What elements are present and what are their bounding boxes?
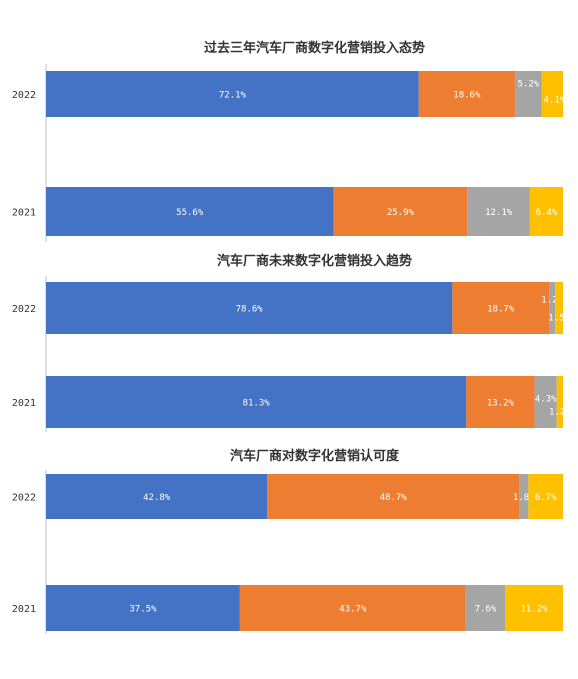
category-label: 2022 xyxy=(12,493,36,504)
category-label: 2022 xyxy=(12,304,36,315)
bar-segment xyxy=(267,474,520,519)
data-label: 1.5% xyxy=(548,314,570,324)
data-label: 18.6% xyxy=(453,91,481,101)
bar-segment xyxy=(46,376,467,428)
data-label: 42.8% xyxy=(143,493,171,503)
bar-segment xyxy=(519,474,529,519)
data-label: 1.8% xyxy=(513,493,535,503)
bar-segment xyxy=(505,585,563,631)
data-label: 43.7% xyxy=(339,605,367,615)
bar-segment xyxy=(239,585,466,631)
data-label: 1.2% xyxy=(541,296,563,306)
bar-segment xyxy=(466,376,535,428)
bar-segment xyxy=(452,282,550,334)
bar-segment xyxy=(534,376,557,428)
data-label: 1.2% xyxy=(549,408,571,418)
data-label: 4.1% xyxy=(544,96,566,106)
bar-segment xyxy=(556,376,563,428)
category-label: 2021 xyxy=(12,208,36,219)
bar-segment xyxy=(46,71,419,117)
bar-segment xyxy=(465,585,506,631)
chart-2: 汽车厂商未来数字化营销投入趋势 2022 78.6% 18.7% 1.2% 1.5% 202… xyxy=(12,253,571,432)
data-label: 72.1% xyxy=(219,91,247,101)
bar-segment xyxy=(333,187,468,236)
data-label: 78.6% xyxy=(236,305,264,315)
bar-segment xyxy=(528,474,563,519)
data-label: 55.6% xyxy=(176,208,204,218)
data-label: 37.5% xyxy=(129,605,157,615)
data-label: 4.3% xyxy=(535,395,557,405)
data-label: 12.1% xyxy=(485,208,513,218)
data-label: 48.7% xyxy=(380,493,408,503)
bar-segment xyxy=(418,71,515,117)
data-label: 7.6% xyxy=(475,605,497,615)
data-label: 6.7% xyxy=(535,493,557,503)
bar-segment xyxy=(555,282,563,334)
bar-segment xyxy=(46,585,240,631)
bar-segment xyxy=(46,282,453,334)
data-label: 18.7% xyxy=(487,305,515,315)
data-label: 81.3% xyxy=(243,399,271,409)
category-label: 2022 xyxy=(12,90,36,101)
bar-segment xyxy=(514,71,542,117)
chart-1: 过去三年汽车厂商数字化营销投入态势 2022 72.1% 18.6% 5.2% 4.1% 2… xyxy=(12,40,566,242)
bar-segment xyxy=(467,187,530,236)
chart-title: 汽车厂商未来数字化营销投入趋势 xyxy=(217,253,412,269)
bar-segment xyxy=(529,187,563,236)
bar-segment xyxy=(541,71,563,117)
data-label: 13.2% xyxy=(487,399,515,409)
data-label: 5.2% xyxy=(518,80,540,90)
bar-segment xyxy=(46,187,334,236)
data-label: 6.4% xyxy=(536,208,558,218)
category-label: 2021 xyxy=(12,398,36,409)
bar-segment xyxy=(46,474,268,519)
chart-title: 汽车厂商对数字化营销认可度 xyxy=(230,448,400,464)
category-label: 2021 xyxy=(12,604,36,615)
data-label: 11.2% xyxy=(521,605,549,615)
bar-segment xyxy=(549,282,556,334)
chart-3: 汽车厂商对数字化营销认可度 2022 42.8% 48.7% 1.8% 6.7% 2021 3… xyxy=(12,448,563,634)
chart-title: 过去三年汽车厂商数字化营销投入态势 xyxy=(204,40,425,56)
data-label: 25.9% xyxy=(387,208,415,218)
